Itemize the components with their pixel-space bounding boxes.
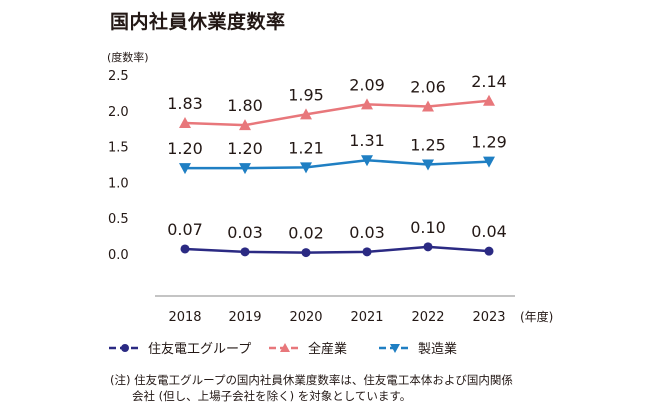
legend-item-sumitomo-group: 住友電工グループ — [108, 338, 251, 357]
data-point — [240, 247, 250, 257]
x-tick-label: 2022 — [411, 310, 444, 325]
data-point — [483, 156, 495, 168]
y-tick-label: 2.0 — [108, 105, 129, 120]
data-point — [180, 244, 190, 254]
data-label: 0.07 — [167, 220, 203, 239]
legend-item-all-industries: 全産業 — [268, 338, 347, 357]
x-tick-label: 2019 — [228, 310, 261, 325]
data-point — [301, 248, 311, 258]
x-tick-label: 2021 — [350, 310, 383, 325]
data-label: 0.02 — [288, 224, 324, 243]
series-line-1 — [184, 99, 490, 127]
series-line-2 — [185, 158, 490, 170]
y-tick-label: 0.5 — [108, 212, 129, 227]
footnote-line-1: (注) 住友電工グループの国内社員休業度数率は、住友電工本体および国内関係 — [110, 373, 513, 387]
legend-marker-triangle-up — [269, 342, 301, 352]
data-point — [300, 162, 312, 174]
y-tick-label: 2.5 — [108, 69, 129, 84]
legend-label-sumitomo-group: 住友電工グループ — [148, 342, 252, 357]
y-tick-label: 0.0 — [108, 248, 129, 263]
data-label: 0.04 — [471, 222, 507, 241]
footnote: (注) 住友電工グループの国内社員休業度数率は、住友電工本体および国内関係 会社… — [110, 372, 513, 404]
data-point — [239, 119, 251, 131]
legend-label-all-industries: 全産業 — [308, 342, 348, 357]
data-point — [362, 247, 372, 257]
y-tick-label: 1.0 — [108, 176, 129, 191]
data-point — [179, 163, 191, 175]
data-point — [179, 116, 191, 128]
data-label: 0.03 — [349, 223, 385, 242]
data-label: 2.14 — [471, 72, 507, 91]
legend-label-manufacturing: 製造業 — [418, 342, 458, 357]
legend-marker-triangle-down — [379, 343, 411, 353]
data-label: 1.21 — [288, 138, 324, 157]
data-label: 1.80 — [227, 96, 263, 115]
data-label: 2.09 — [349, 75, 385, 94]
x-tick-label: 2018 — [168, 310, 201, 325]
footnote-line-2: 会社 (但し、上場子会社を除く) を対象としています。 — [132, 389, 412, 403]
data-label: 1.25 — [410, 136, 446, 155]
data-label: 1.20 — [227, 139, 263, 158]
series-line-0 — [184, 245, 490, 254]
page-title: 国内社員休業度数率 — [110, 11, 286, 33]
legend-marker-circle — [109, 343, 141, 352]
x-axis-title: (年度) — [520, 309, 553, 324]
data-label: 1.95 — [288, 85, 324, 104]
x-tick-label: 2023 — [472, 310, 505, 325]
line-chart: (度数率) 2.5 2.0 1.5 1.0 0.5 0.0 2018 2019 2020 2021 2… — [107, 50, 553, 325]
data-label: 0.03 — [227, 223, 263, 242]
data-point — [484, 246, 494, 256]
data-point — [239, 163, 251, 175]
data-point — [361, 155, 373, 167]
x-tick-label: 2020 — [289, 310, 322, 325]
data-label: 2.06 — [410, 78, 446, 97]
legend-item-manufacturing: 製造業 — [378, 338, 457, 357]
data-point — [422, 159, 434, 171]
data-point — [422, 100, 434, 112]
data-point — [483, 94, 495, 106]
data-point — [361, 98, 373, 110]
y-tick-label: 1.5 — [108, 141, 129, 156]
data-point — [423, 242, 433, 252]
y-axis-title: (度数率) — [107, 50, 149, 64]
data-label: 0.10 — [410, 218, 446, 237]
data-label: 1.83 — [167, 94, 203, 113]
data-point — [300, 108, 312, 120]
data-label: 1.20 — [167, 139, 203, 158]
data-label: 1.31 — [349, 131, 385, 150]
data-label: 1.29 — [471, 133, 507, 152]
